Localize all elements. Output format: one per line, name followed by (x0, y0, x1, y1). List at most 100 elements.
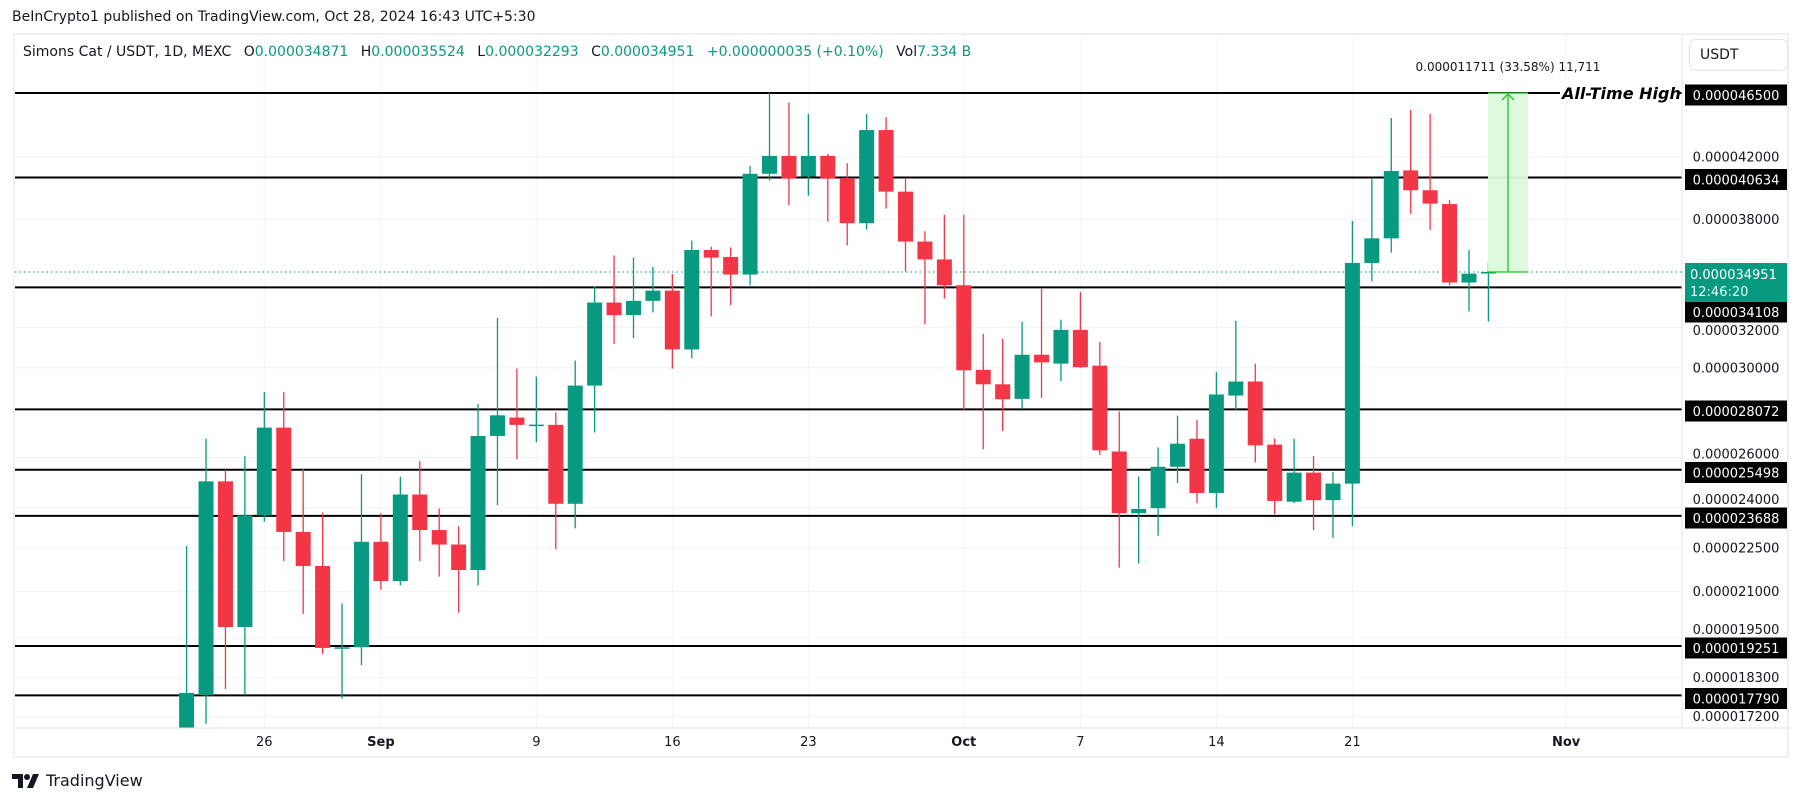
candle-down (1189, 438, 1205, 493)
candle-down (431, 530, 447, 545)
level-price-badge (1685, 507, 1787, 529)
candle-up (489, 415, 505, 436)
candle-down (839, 178, 855, 224)
level-price-badge (1685, 688, 1787, 709)
candle-up (237, 515, 253, 628)
price-tick-label: 0.000024000 (1693, 493, 1780, 508)
candle-down (1306, 472, 1322, 501)
symbol-title[interactable]: Simons Cat / USDT, 1D, MEXC (23, 44, 232, 60)
candle-down (548, 424, 564, 504)
time-tick-label: 14 (1208, 735, 1225, 750)
candle-up (179, 692, 195, 728)
close-value: 0.000034951 (600, 44, 695, 60)
candle-down (1442, 204, 1458, 283)
candle-up (470, 435, 486, 570)
level-price-badge (1685, 84, 1787, 106)
current-price-label: 0.000034951 (1690, 268, 1777, 283)
candle-up (684, 249, 700, 350)
high-value: 0.000035524 (371, 44, 465, 60)
measure-tool: 0.000011711 (33.58%) 11,711 (1416, 60, 1601, 273)
tradingview-brand: TradingView (46, 771, 143, 790)
candle-up (567, 385, 583, 504)
time-tick-label: Sep (367, 735, 395, 750)
low-value: 0.000032293 (485, 44, 579, 60)
change-value: +0.000000035 (+0.10%) (706, 44, 884, 60)
price-tick-label: 0.000030000 (1693, 361, 1780, 376)
candles (179, 93, 1496, 728)
candle-down (781, 155, 797, 179)
high-label: H (360, 44, 372, 60)
candle-up (1208, 394, 1224, 493)
price-tick-label: 0.000021000 (1693, 585, 1780, 600)
candle-up (742, 173, 758, 275)
candle-down (936, 259, 952, 286)
candle-up (1383, 171, 1399, 239)
tradingview-logo[interactable]: TradingView (12, 771, 143, 790)
level-price-badge (1685, 637, 1787, 659)
level-price-label: 0.000017790 (1693, 693, 1780, 708)
price-tick-label: 0.000026000 (1693, 448, 1780, 463)
candle-up (1170, 443, 1186, 467)
candle-down (451, 544, 467, 570)
candle-up (587, 302, 603, 386)
time-tick-label: 23 (800, 735, 817, 750)
axes: 0.000042000 0.000038000 0.000032000 0.00003… (15, 35, 1788, 750)
candle-down (1092, 365, 1108, 451)
published-header: BeInCrypto1 published on TradingView.com… (12, 9, 536, 25)
candle-down (373, 541, 389, 582)
countdown-label: 12:46:20 (1690, 285, 1748, 300)
price-tick-label: 0.000019500 (1693, 623, 1780, 638)
price-tick-label: 0.000022500 (1693, 542, 1780, 557)
level-price-label: 0.000028072 (1693, 405, 1780, 420)
time-tick-label: Oct (951, 735, 976, 750)
time-tick-label: 7 (1076, 735, 1084, 750)
candle-down (898, 191, 914, 242)
candle-down (820, 155, 836, 179)
annotation-background (1556, 82, 1678, 104)
candle-up (1344, 262, 1360, 484)
level-price-badge (1685, 462, 1787, 483)
measure-label: 0.000011711 (33.58%) 11,711 (1416, 60, 1601, 74)
candle-down (878, 130, 894, 192)
level-price-label: 0.000023688 (1693, 512, 1780, 527)
candle-down (703, 249, 719, 258)
level-price-label: 0.000034108 (1693, 306, 1780, 321)
low-label: L (477, 44, 486, 60)
symbol-legend: Simons Cat / USDT, 1D, MEXC O0.000034871… (23, 44, 971, 60)
candle-down (315, 565, 331, 648)
grid-lines (15, 35, 1682, 728)
candle-up (1228, 381, 1244, 396)
price-tick-label: 0.000017200 (1693, 710, 1780, 725)
candle-down (606, 302, 622, 316)
candle-up (256, 427, 272, 516)
candle-up (1461, 273, 1477, 283)
price-tick-label: 0.000018300 (1693, 671, 1780, 686)
candle-down (956, 285, 972, 371)
candle-up (1053, 329, 1069, 364)
candle-down (295, 531, 311, 566)
level-price-label: 0.000040634 (1693, 174, 1780, 189)
level-price-badge (1685, 169, 1787, 190)
candle-up (334, 647, 350, 649)
current-price-badge (1685, 263, 1787, 302)
candle-up (1131, 509, 1147, 514)
candle-down (1034, 354, 1050, 363)
candle-down (917, 241, 933, 260)
candle-down (1422, 190, 1438, 204)
candle-down (995, 384, 1011, 400)
price-tick-label: 0.000038000 (1693, 213, 1780, 228)
volume-label: Vol (896, 44, 918, 60)
open-label: O (243, 44, 255, 60)
candle-down (1267, 444, 1283, 501)
candle-up (353, 541, 369, 648)
candle-up (1364, 238, 1380, 263)
time-tick-label: 9 (532, 735, 540, 750)
time-tick-label: 21 (1344, 735, 1361, 750)
level-price-label: 0.000025498 (1693, 467, 1780, 482)
currency-button[interactable]: USDT (1689, 39, 1788, 71)
candle-up (859, 130, 875, 224)
price-tick-label: 0.000032000 (1693, 324, 1780, 339)
all-time-high-annotation: All-Time High (1560, 84, 1681, 103)
candle-down (723, 256, 739, 275)
